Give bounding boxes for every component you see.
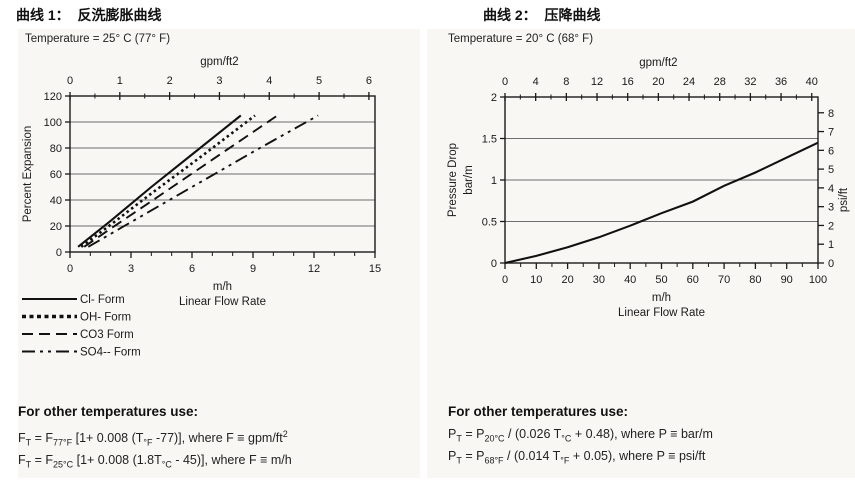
bottom-axis-tick-label: 9 <box>250 263 256 275</box>
y-axis-title: Pressure Drop <box>447 143 459 217</box>
top-axis-tick-label: 1 <box>117 75 123 87</box>
left-axis-tick-label: 60 <box>50 169 62 181</box>
legend-label: OH- Form <box>80 312 131 324</box>
bottom-axis-tick-label: 15 <box>369 263 381 275</box>
bottom-axis-tick-label: 80 <box>749 274 761 286</box>
bottom-axis-tick-label: 10 <box>530 274 542 286</box>
bottom-axis-tick-label: 40 <box>624 274 636 286</box>
bottom-axis-tick-label: 20 <box>561 274 573 286</box>
left-axis-tick-label: 100 <box>44 117 62 129</box>
top-axis-tick-label: 24 <box>683 76 695 88</box>
bottom-axis-tick-label: 6 <box>189 263 195 275</box>
left-axis-tick-label: 0 <box>491 258 497 270</box>
series-line-cl-form <box>77 114 242 248</box>
series-line-co3-form <box>83 114 278 248</box>
top-axis-tick-label: 20 <box>652 76 664 88</box>
legend-label: CO3 Form <box>80 329 134 341</box>
top-axis-unit-label: gpm/ft2 <box>639 57 677 69</box>
top-axis-tick-label: 4 <box>533 76 539 88</box>
top-axis-tick-label: 5 <box>316 75 322 87</box>
top-axis-tick-label: 36 <box>775 76 787 88</box>
top-axis-tick-label: 0 <box>502 76 508 88</box>
x-axis-title: Linear Flow Rate <box>179 296 266 308</box>
bottom-axis-tick-label: 0 <box>502 274 508 286</box>
x-axis-title: Linear Flow Rate <box>618 307 705 319</box>
left-axis-tick-label: 0.5 <box>482 217 497 229</box>
series-line-so4-form <box>87 114 319 248</box>
bottom-axis-tick-label: 60 <box>687 274 699 286</box>
right-axis-tick-label: 7 <box>828 127 834 139</box>
bottom-axis-tick-label: 0 <box>67 263 73 275</box>
bottom-axis-tick-label: 12 <box>308 263 320 275</box>
x-axis-unit-label: m/h <box>652 292 671 304</box>
top-axis-unit-label: gpm/ft2 <box>200 56 238 68</box>
curve1-temperature-note: Temperature = 25° C (77° F) <box>25 33 171 45</box>
curve1-formula-1: FT = F77°F [1+ 0.008 (T°F -77)], where F… <box>18 429 288 448</box>
legend-label: Cl- Form <box>80 294 125 306</box>
right-axis-tick-label: 1 <box>828 239 834 251</box>
left-axis-tick-label: 120 <box>44 91 62 103</box>
curve2-temperature-note: Temperature = 20° C (68° F) <box>448 33 594 45</box>
top-axis-tick-label: 16 <box>622 76 634 88</box>
curve2-notes: For other temperatures use: PT = P20°C /… <box>448 404 854 469</box>
top-axis-tick-label: 8 <box>563 76 569 88</box>
right-axis-tick-label: 3 <box>828 202 834 214</box>
series-line-pressure-drop <box>504 141 819 265</box>
left-axis-tick-label: 2 <box>491 92 497 104</box>
bottom-axis-tick-label: 70 <box>718 274 730 286</box>
bottom-axis-tick-label: 3 <box>128 263 134 275</box>
top-axis-tick-label: 0 <box>67 75 73 87</box>
left-axis-tick-label: 1.5 <box>482 134 497 146</box>
x-axis-unit-label: m/h <box>213 281 232 293</box>
top-axis-tick-label: 32 <box>744 76 756 88</box>
right-axis-tick-label: 5 <box>828 164 834 176</box>
left-axis-tick-label: 20 <box>50 221 62 233</box>
top-axis-tick-label: 3 <box>216 75 222 87</box>
right-axis-tick-label: 0 <box>828 258 834 270</box>
right-axis-title: psi/ft <box>838 187 850 212</box>
top-axis-tick-label: 28 <box>714 76 726 88</box>
top-axis-tick-label: 2 <box>167 75 173 87</box>
top-axis-tick-label: 6 <box>366 75 372 87</box>
left-axis-tick-label: 0 <box>56 247 62 259</box>
curve1-notes-header: For other temperatures use: <box>18 404 199 419</box>
bottom-axis-tick-label: 30 <box>593 274 605 286</box>
curve2-formula-1: PT = P20°C / (0.026 T°C + 0.48), where P… <box>448 427 713 444</box>
bottom-axis-tick-label: 100 <box>809 274 827 286</box>
left-chart-panel <box>18 29 420 478</box>
bottom-axis-tick-label: 50 <box>655 274 667 286</box>
right-chart-panel <box>427 29 855 478</box>
right-axis-tick-label: 6 <box>828 145 834 157</box>
top-axis-tick-label: 40 <box>806 76 818 88</box>
curve2-notes-header: For other temperatures use: <box>448 404 629 419</box>
bottom-axis-tick-label: 90 <box>781 274 793 286</box>
curve1-title: 曲线 1： 反洗膨胀曲线 <box>16 7 162 23</box>
curve2-formula-2: PT = P68°F / (0.014 T°F + 0.05), where P… <box>448 448 706 466</box>
right-axis-tick-label: 2 <box>828 220 834 232</box>
left-axis-tick-label: 80 <box>50 143 62 155</box>
top-axis-tick-label: 12 <box>591 76 603 88</box>
y-axis-title: bar/m <box>463 165 475 194</box>
curve1-notes: For other temperatures use: FT = F77°F [… <box>18 404 424 473</box>
y-axis-title: Percent Expansion <box>22 126 34 223</box>
curve2-title: 曲线 2： 压降曲线 <box>483 7 601 23</box>
top-axis-tick-label: 4 <box>266 75 272 87</box>
left-axis-tick-label: 40 <box>50 195 62 207</box>
right-axis-tick-label: 8 <box>828 108 834 120</box>
left-axis-tick-label: 1 <box>491 175 497 187</box>
legend-label: SO4-- Form <box>80 347 141 359</box>
series-line-oh-form <box>80 114 256 248</box>
right-axis-tick-label: 4 <box>828 183 834 195</box>
curve1-formula-2: FT = F25°C [1+ 0.008 (1.8T°C - 45)], whe… <box>18 452 292 470</box>
